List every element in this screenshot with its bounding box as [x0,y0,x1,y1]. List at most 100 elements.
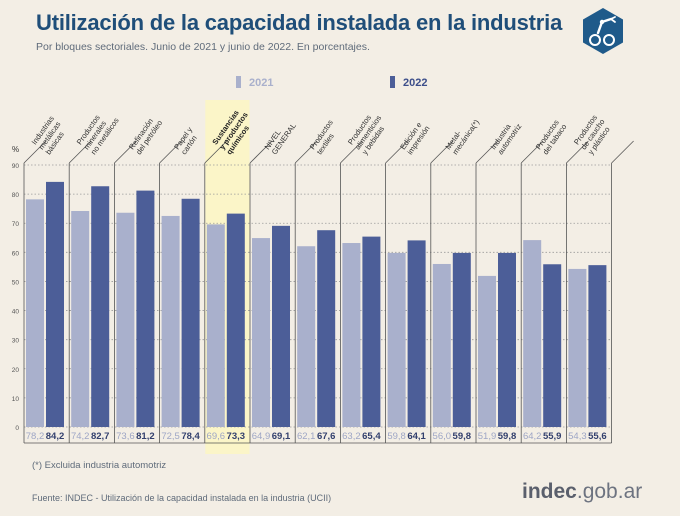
bar-2021 [161,215,180,427]
bar-2022 [498,252,516,427]
value-label-2021: 64,2 [523,431,542,442]
y-tick-label: 70 [12,221,20,228]
bar-2022 [407,240,426,427]
legend-item-2022: 2022 [390,76,427,89]
value-label-2022: 82,7 [91,431,110,442]
bar-2022 [181,198,200,427]
page-subtitle: Por bloques sectoriales. Junio de 2021 y… [36,41,370,53]
column-guide-line [204,140,228,164]
value-label-2022: 65,4 [362,431,381,442]
y-tick-label: 0 [15,425,19,432]
y-tick-label: 90 [12,163,20,170]
bar-2021 [478,275,496,427]
bar-2021 [116,212,135,427]
brand-main: indec [522,480,577,503]
value-label-2022: 81,2 [136,431,155,442]
legend-swatch-2022 [390,76,395,88]
y-tick-label: 50 [12,279,20,286]
value-label-2021: 69,6 [207,431,226,442]
bar-2021 [71,210,90,427]
source-note: Fuente: INDEC - Utilización de la capaci… [32,493,332,503]
bar-2021 [206,224,225,427]
value-label-2021: 73,6 [116,431,135,442]
bar-2021 [432,263,451,427]
bar-2021 [297,246,316,427]
column-guide-line [68,140,92,164]
value-label-2022: 59,8 [453,431,472,442]
bar-2022 [272,225,290,427]
value-label-2022: 69,1 [272,431,291,442]
value-label-2021: 59,8 [387,431,406,442]
column-guide-line [340,140,363,164]
value-label-2022: 55,6 [588,431,607,442]
brand-logo: indec.gob.ar [522,480,642,504]
y-tick-label: 30 [12,338,20,345]
bar-2022 [588,265,607,427]
value-label-2021: 78,2 [26,431,45,442]
page-title: Utilización de la capacidad instalada en… [36,10,563,35]
y-axis-label: % [12,145,19,154]
footnote: (*) Excluida industria automotriz [32,460,167,471]
bar-2022 [46,181,64,427]
column-guide-line [611,140,634,164]
value-label-2022: 67,6 [317,431,336,442]
bar-2021 [252,238,270,427]
bar-2021 [387,252,406,427]
column-guide-line [23,140,47,164]
bar-2021 [26,199,44,427]
legend-item-2021: 2021 [236,76,273,89]
value-label-2021: 62,1 [297,431,316,442]
value-label-2021: 74,2 [71,431,90,442]
legend-label-2021: 2021 [249,77,274,89]
bar-2022 [317,230,336,427]
y-tick-label: 20 [12,367,20,374]
category-label-group: Metal-mecánica(*) [443,117,481,156]
brand-suffix: .gob.ar [576,480,643,503]
y-tick-label: 10 [12,396,20,403]
column-guide-line [385,140,408,164]
column-guide-line [159,140,182,164]
value-label-2022: 84,2 [46,431,65,442]
industrial-robot-arm-icon [583,8,623,54]
value-label-2021: 63,2 [342,431,361,442]
bar-2021 [342,243,361,427]
y-tick-label: 60 [12,250,20,257]
bar-2022 [452,252,471,427]
y-tick-label: 80 [12,192,20,199]
value-label-2022: 55,9 [543,431,562,442]
value-label-2021: 54,3 [568,431,587,442]
bar-2022 [543,264,562,427]
bar-2021 [568,268,587,427]
column-guide-line [294,140,318,164]
legend-swatch-2021 [236,76,241,88]
column-guide-line [249,140,273,164]
value-label-2022: 64,1 [407,431,426,442]
value-label-2021: 51,9 [478,431,497,442]
column-guide-line [430,140,454,164]
bar-2021 [523,240,542,427]
bar-2022 [91,186,110,427]
y-tick-label: 40 [12,309,20,316]
column-guide-line [520,140,544,164]
value-label-2021: 56,0 [433,431,452,442]
value-label-2022: 78,4 [181,431,200,442]
column-guide-line [566,140,589,164]
bar-2022 [136,190,155,427]
bar-2022 [362,236,381,427]
value-label-2021: 72,5 [161,431,180,442]
bar-2022 [226,213,245,427]
column-guide-line [475,140,499,164]
value-label-2021: 64,9 [252,431,271,442]
value-label-2022: 59,8 [498,431,517,442]
